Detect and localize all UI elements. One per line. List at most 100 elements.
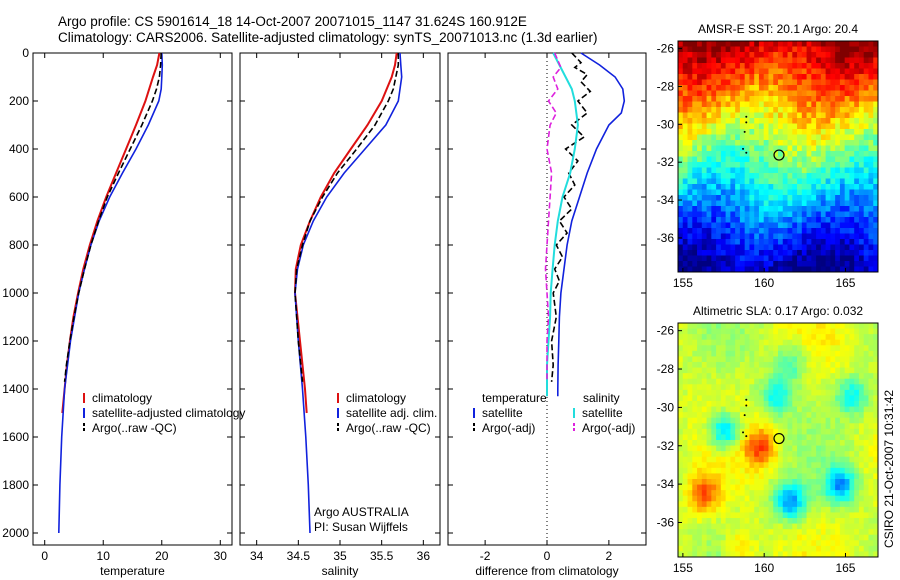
heatmap-cell bbox=[849, 250, 855, 256]
heatmap-cell bbox=[806, 244, 812, 251]
heatmap-cell bbox=[697, 178, 703, 185]
heatmap-cell bbox=[758, 395, 765, 402]
heatmap-cell bbox=[811, 200, 817, 207]
temperature-legend-label: satellite-adjusted climatology bbox=[92, 406, 245, 420]
heatmap-cell bbox=[863, 79, 869, 86]
heatmap-cell bbox=[716, 350, 722, 357]
sla_map-frame bbox=[677, 322, 879, 558]
heatmap-cell bbox=[868, 261, 874, 267]
heatmap-cell bbox=[797, 250, 803, 256]
heatmap-cell bbox=[854, 123, 860, 130]
heatmap-cell bbox=[692, 334, 698, 341]
heatmap-cell bbox=[682, 57, 688, 64]
heatmap-cell bbox=[754, 362, 760, 368]
heatmap-cell bbox=[749, 178, 755, 185]
heatmap-cell bbox=[716, 540, 722, 547]
heatmap-cell bbox=[711, 456, 717, 463]
heatmap-cell bbox=[697, 345, 703, 352]
heatmap-cell bbox=[716, 389, 722, 396]
heatmap-cell bbox=[778, 362, 784, 368]
heatmap-cell bbox=[678, 362, 684, 368]
heatmap-cell bbox=[716, 373, 722, 380]
heatmap-cell bbox=[706, 200, 712, 207]
heatmap-cell bbox=[868, 345, 874, 352]
heatmap-cell bbox=[806, 373, 812, 380]
heatmap-cell bbox=[701, 434, 707, 441]
heatmap-cell bbox=[825, 189, 831, 196]
heatmap-cell bbox=[711, 328, 717, 335]
heatmap-cell bbox=[844, 178, 850, 185]
heatmap-cell bbox=[801, 428, 807, 435]
sst_map-xtick-label: 155 bbox=[673, 276, 693, 290]
heatmap-cell bbox=[820, 156, 827, 163]
heatmap-cell bbox=[768, 506, 774, 513]
heatmap-cell bbox=[820, 46, 827, 53]
heatmap-cell bbox=[849, 545, 855, 552]
heatmap-cell bbox=[763, 328, 769, 335]
heatmap-cell bbox=[811, 367, 817, 374]
heatmap-cell bbox=[754, 41, 760, 47]
heatmap-cell bbox=[711, 423, 717, 430]
heatmap-cell bbox=[725, 440, 731, 446]
heatmap-cell bbox=[773, 85, 779, 91]
heatmap-cell bbox=[692, 41, 698, 47]
heatmap-cell bbox=[873, 456, 879, 463]
heatmap-cell bbox=[797, 506, 803, 513]
heatmap-cell bbox=[801, 495, 807, 502]
heatmap-cell bbox=[768, 85, 774, 91]
heatmap-cell bbox=[758, 406, 765, 413]
heatmap-cell bbox=[801, 85, 807, 91]
heatmap-cell bbox=[749, 495, 755, 502]
heatmap-cell bbox=[706, 334, 712, 341]
heatmap-cell bbox=[749, 255, 755, 262]
heatmap-cell bbox=[854, 378, 860, 385]
heatmap-cell bbox=[744, 467, 750, 474]
heatmap-cell bbox=[754, 233, 760, 240]
heatmap-cell bbox=[873, 206, 879, 212]
heatmap-cell bbox=[711, 467, 717, 474]
heatmap-cell bbox=[682, 85, 688, 91]
heatmap-cell bbox=[682, 134, 688, 141]
heatmap-cell bbox=[682, 401, 688, 407]
heatmap-cell bbox=[792, 118, 798, 124]
heatmap-cell bbox=[687, 129, 693, 135]
heatmap-cell bbox=[863, 184, 869, 190]
heatmap-cell bbox=[701, 350, 707, 357]
heatmap-cell bbox=[816, 217, 822, 223]
heatmap-cell bbox=[825, 123, 831, 130]
heatmap-cell bbox=[768, 473, 774, 480]
heatmap-cell bbox=[806, 423, 812, 430]
heatmap-cell bbox=[763, 406, 769, 413]
heatmap-cell bbox=[873, 473, 879, 480]
heatmap-cell bbox=[868, 518, 874, 524]
heatmap-cell bbox=[720, 506, 727, 513]
heatmap-cell bbox=[839, 222, 846, 229]
heatmap-cell bbox=[797, 417, 803, 424]
heatmap-cell bbox=[797, 534, 803, 541]
heatmap-cell bbox=[811, 184, 817, 190]
heatmap-cell bbox=[797, 107, 803, 113]
heatmap-cell bbox=[744, 178, 750, 185]
heatmap-cell bbox=[839, 495, 846, 502]
heatmap-cell bbox=[854, 228, 860, 234]
heatmap-cell bbox=[697, 350, 703, 357]
heatmap-cell bbox=[706, 90, 712, 97]
heatmap-cell bbox=[858, 373, 865, 380]
heatmap-cell bbox=[692, 512, 698, 519]
heatmap-cell bbox=[825, 63, 831, 69]
heatmap-cell bbox=[711, 244, 717, 251]
heatmap-cell bbox=[820, 506, 827, 513]
heatmap-cell bbox=[716, 473, 722, 480]
heatmap-cell bbox=[711, 134, 717, 141]
heatmap-cell bbox=[839, 350, 846, 357]
heatmap-cell bbox=[706, 140, 712, 146]
heatmap-cell bbox=[682, 167, 688, 174]
heatmap-cell bbox=[744, 41, 750, 47]
heatmap-cell bbox=[735, 495, 741, 502]
heatmap-cell bbox=[844, 217, 850, 223]
heatmap-cell bbox=[697, 362, 703, 368]
heatmap-cell bbox=[849, 540, 855, 547]
heatmap-cell bbox=[716, 101, 722, 108]
heatmap-cell bbox=[773, 490, 779, 497]
heatmap-cell bbox=[844, 140, 850, 146]
